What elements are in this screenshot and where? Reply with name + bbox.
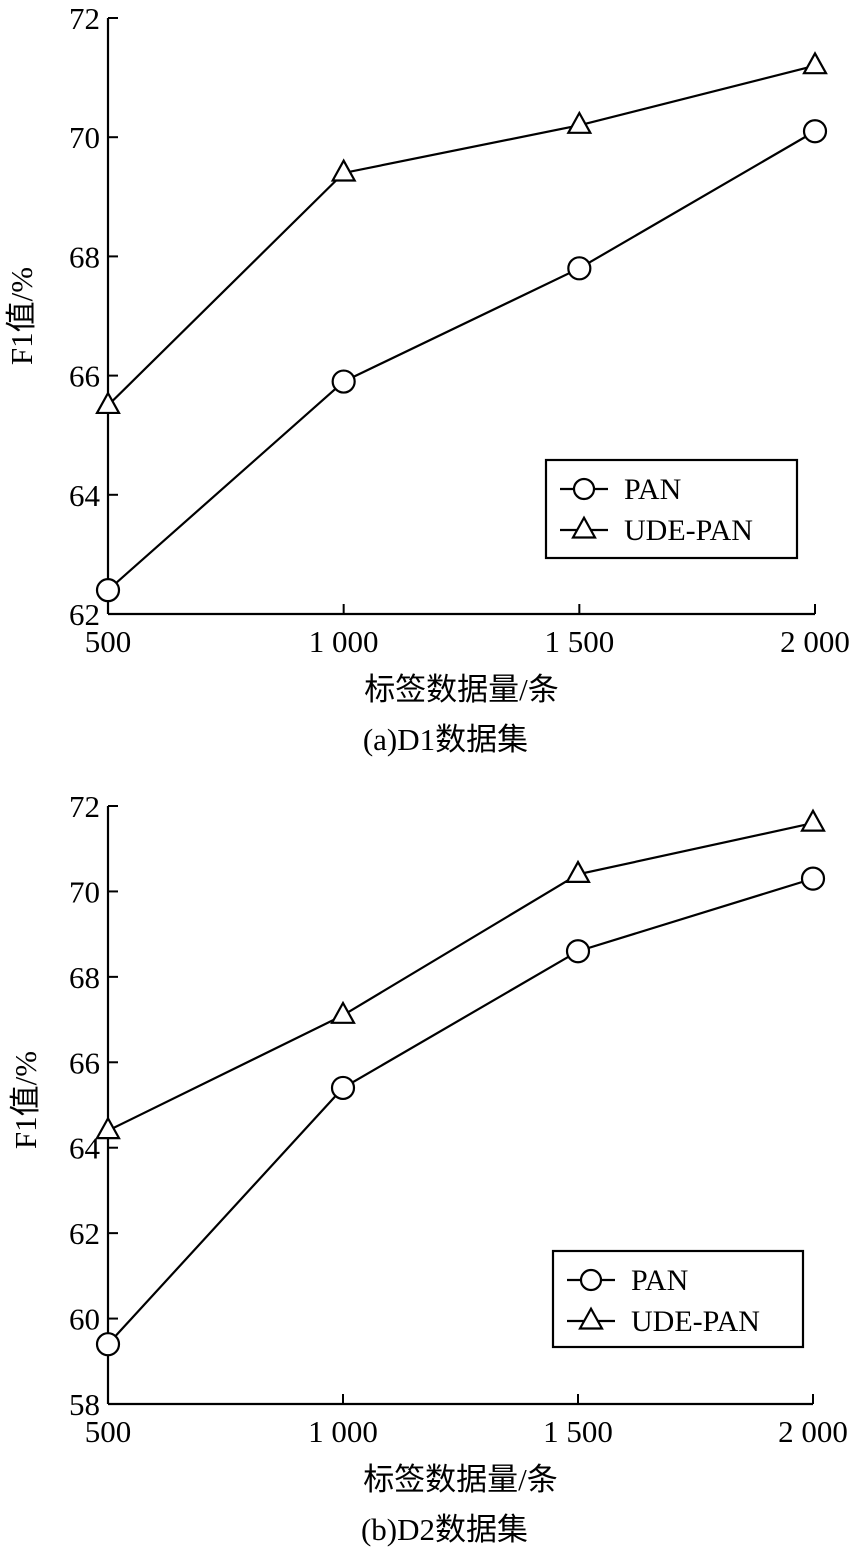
- x-tick-label: 2 000: [780, 624, 850, 659]
- y-tick-label: 64: [69, 1131, 101, 1166]
- x-tick-label: 1 500: [544, 624, 614, 659]
- data-point-ude-pan: [330, 1000, 356, 1024]
- y-axis-title: F1值/%: [8, 1051, 43, 1149]
- data-point-ude-pan: [565, 859, 591, 883]
- data-point-ude-pan: [330, 158, 357, 182]
- x-axis-title: 标签数据量/条: [364, 672, 559, 707]
- x-tick-label: 1 000: [308, 1414, 378, 1449]
- y-tick-label: 70: [69, 120, 100, 155]
- y-tick-label: 66: [69, 359, 100, 394]
- y-tick-label: 72: [69, 1, 100, 36]
- y-tick-label: 66: [69, 1045, 100, 1080]
- data-point-pan: [565, 939, 591, 964]
- data-point-pan: [95, 1332, 121, 1357]
- legend-label: UDE-PAN: [631, 1305, 760, 1338]
- legend-marker-circle: [579, 1268, 603, 1292]
- x-tick-label: 500: [85, 1414, 132, 1449]
- chart-caption: (b)D2数据集: [361, 1512, 528, 1547]
- legend-box: [551, 1249, 805, 1349]
- series-line-pan: [107, 877, 814, 1345]
- data-point-pan: [802, 119, 828, 144]
- y-tick-label: 62: [69, 597, 100, 632]
- data-point-ude-pan: [566, 110, 593, 134]
- y-tick-label: 64: [69, 478, 101, 513]
- legend-marker-circle: [572, 477, 596, 501]
- x-tick-label: 500: [85, 624, 132, 659]
- data-point-pan: [800, 866, 826, 891]
- legend-label: PAN: [631, 1264, 688, 1297]
- data-point-ude-pan: [800, 808, 826, 832]
- y-tick-label: 58: [69, 1387, 100, 1422]
- legend: PAN UDE-PAN: [544, 458, 799, 560]
- x-tick-label: 1 500: [543, 1414, 613, 1449]
- series-line-ude-pan: [107, 822, 814, 1132]
- data-point-ude-pan: [95, 1116, 121, 1140]
- y-tick-label: 70: [69, 874, 100, 909]
- data-point-pan: [331, 369, 356, 394]
- y-tick-label: 72: [69, 789, 100, 824]
- data-point-pan: [567, 256, 592, 281]
- y-axis-title: F1值/%: [4, 267, 39, 365]
- x-tick-label: 1 000: [309, 624, 379, 659]
- data-point-pan: [330, 1075, 356, 1101]
- data-point-ude-pan: [95, 390, 121, 415]
- y-tick-label: 68: [69, 239, 100, 274]
- x-axis-title: 标签数据量/条: [363, 1462, 558, 1497]
- data-point-ude-pan: [802, 51, 828, 75]
- legend-box: [544, 458, 799, 560]
- legend-marker-triangle: [571, 515, 597, 539]
- series-line-ude-pan: [107, 64, 816, 407]
- series-line-pan: [107, 130, 816, 591]
- legend-marker-triangle: [578, 1306, 604, 1330]
- data-point-pan: [95, 578, 121, 603]
- chart-panel-2: 58 60 62 64 66 68 70 72 500 1 000 1 500 2 000 标签数据量/…: [8, 789, 848, 1547]
- y-tick-label: 60: [69, 1302, 100, 1337]
- y-tick-label: 68: [69, 960, 100, 995]
- x-tick-label: 2 000: [778, 1414, 848, 1449]
- chart-panel-1: 62 64 66 68 70 72 500 1 000 1 500 2 000 标签数据量/条 F1值…: [4, 1, 850, 757]
- y-tick-label: 62: [69, 1216, 100, 1251]
- legend-label: PAN: [624, 473, 681, 506]
- chart-caption: (a)D1数据集: [363, 722, 528, 757]
- legend: PAN UDE-PAN: [551, 1249, 805, 1349]
- legend-label: UDE-PAN: [624, 514, 753, 547]
